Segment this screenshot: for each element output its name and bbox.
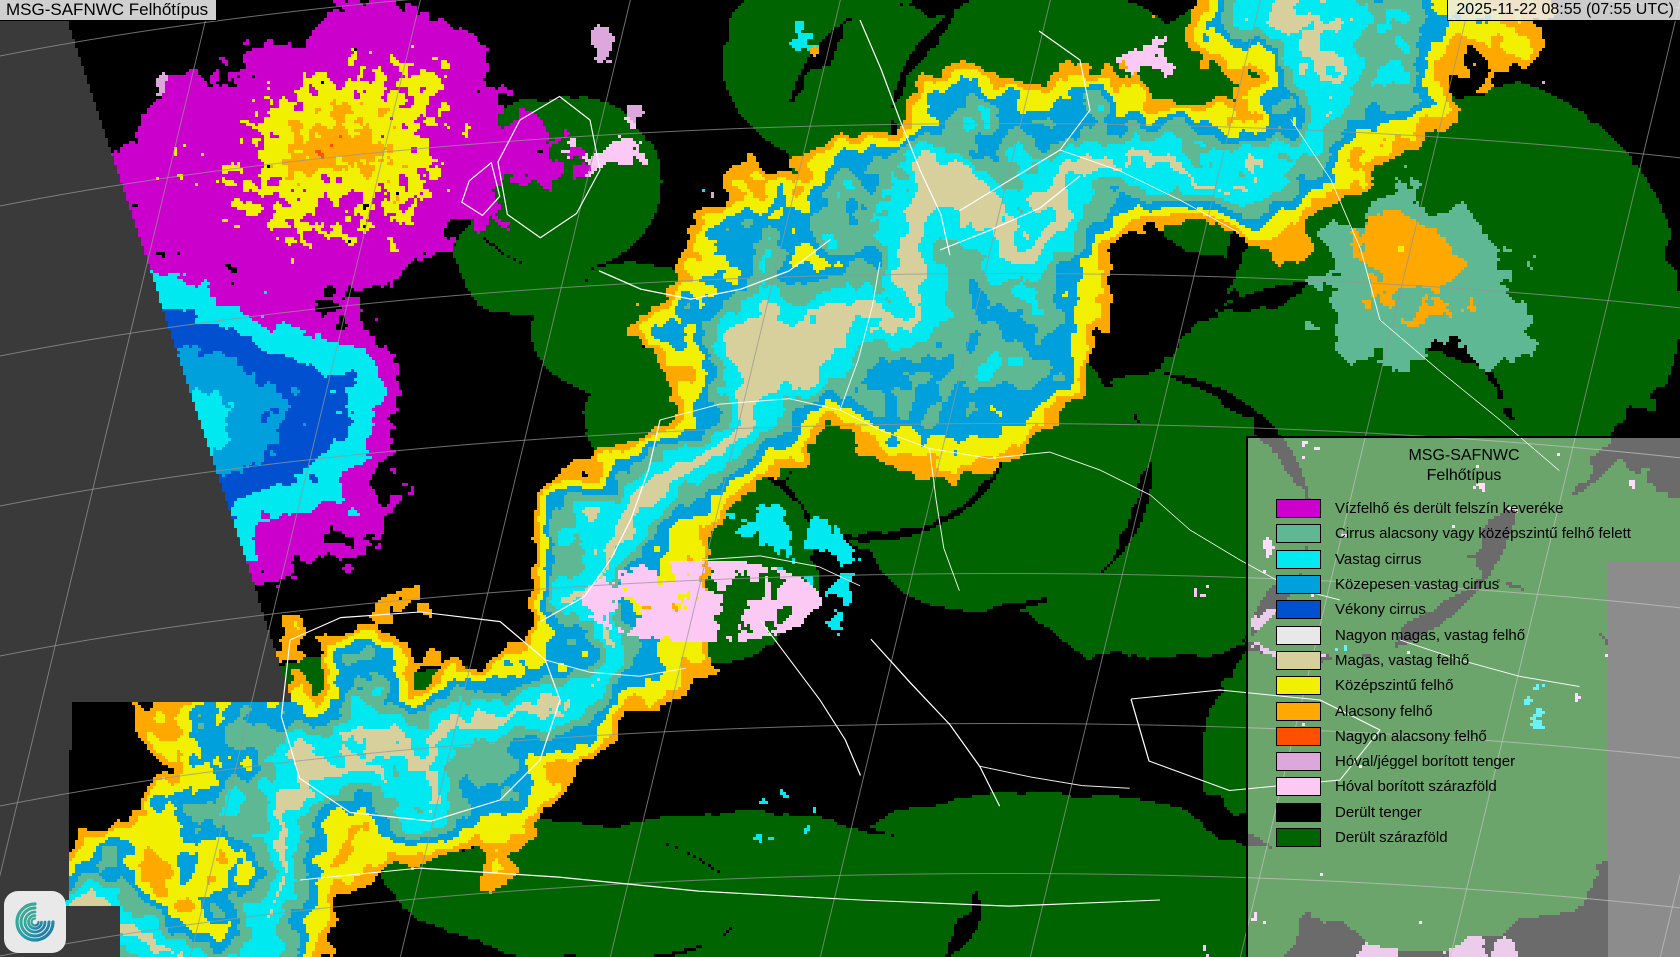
legend-color-swatch (1276, 752, 1321, 772)
legend-item-label: Magas, vastag felhő (1335, 651, 1470, 669)
legend-item-label: Közepesen vastag cirrus (1335, 576, 1500, 594)
timestamp-label: 2025-11-22 08:55 (07:55 UTC) (1456, 0, 1674, 18)
legend-row[interactable]: Alacsony felhő (1248, 698, 1680, 723)
legend-row[interactable]: Hóval borított szárazföld (1248, 774, 1680, 799)
legend-item-label: Derült tenger (1335, 803, 1422, 821)
legend-row[interactable]: Derült tenger (1248, 800, 1680, 825)
legend-title-line1: MSG-SAFNWC (1408, 447, 1520, 464)
legend-item-label: Alacsony felhő (1335, 702, 1433, 720)
legend-row[interactable]: Derült szárazföld (1248, 825, 1680, 850)
legend-item-label: Vízfelhő és derült felszín keveréke (1335, 500, 1564, 518)
product-title-bar: MSG-SAFNWC Felhőtípus (0, 0, 218, 21)
legend-item-label: Nagyon alacsony felhő (1335, 727, 1487, 745)
legend-panel: MSG-SAFNWC Felhőtípus Vízfelhő és derült… (1246, 436, 1680, 957)
legend-item-label: Középszintű felhő (1335, 677, 1454, 695)
legend-row[interactable]: Magas, vastag felhő (1248, 648, 1680, 673)
legend-color-swatch (1276, 802, 1321, 822)
legend-row[interactable]: Hóval/jéggel borított tenger (1248, 749, 1680, 774)
legend-color-swatch (1276, 600, 1321, 620)
legend-row[interactable]: Vékony cirrus (1248, 597, 1680, 622)
legend-color-swatch (1276, 524, 1321, 544)
legend-title: MSG-SAFNWC Felhőtípus (1248, 444, 1680, 486)
legend-row[interactable]: Közepesen vastag cirrus (1248, 572, 1680, 597)
legend-color-swatch (1276, 701, 1321, 721)
legend-color-swatch (1276, 777, 1321, 797)
spiral-logo-icon (15, 902, 55, 942)
product-title-label: MSG-SAFNWC Felhőtípus (6, 0, 209, 19)
spiral-logo[interactable] (4, 891, 66, 953)
legend-color-swatch (1276, 575, 1321, 595)
legend-rows: Vízfelhő és derült felszín keveréke Cirru… (1248, 496, 1680, 850)
legend-color-swatch (1276, 726, 1321, 746)
legend-row[interactable]: Vastag cirrus (1248, 547, 1680, 572)
legend-item-label: Cirrus alacsony vagy középszintű felhő f… (1335, 525, 1631, 543)
legend-item-label: Nagyon magas, vastag felhő (1335, 626, 1526, 644)
legend-color-swatch (1276, 499, 1321, 519)
legend-item-label: Vastag cirrus (1335, 550, 1422, 568)
legend-row[interactable]: Nagyon magas, vastag felhő (1248, 622, 1680, 647)
legend-title-line2: Felhőtípus (1426, 467, 1502, 484)
legend-color-swatch (1276, 625, 1321, 645)
legend-item-label: Hóval borított szárazföld (1335, 778, 1497, 796)
legend-color-swatch (1276, 549, 1321, 569)
legend-color-swatch (1276, 828, 1321, 847)
legend-item-label: Derült szárazföld (1335, 829, 1448, 846)
legend-item-label: Hóval/jéggel borított tenger (1335, 753, 1516, 771)
timestamp-bar: 2025-11-22 08:55 (07:55 UTC) (1447, 0, 1680, 21)
legend-row[interactable]: Cirrus alacsony vagy középszintű felhő f… (1248, 521, 1680, 546)
legend-row[interactable]: Nagyon alacsony felhő (1248, 724, 1680, 749)
legend-row[interactable]: Vízfelhő és derült felszín keveréke (1248, 496, 1680, 521)
legend-row[interactable]: Középszintű felhő (1248, 673, 1680, 698)
legend-color-swatch (1276, 650, 1321, 670)
legend-color-swatch (1276, 676, 1321, 696)
legend-item-label: Vékony cirrus (1335, 601, 1426, 619)
